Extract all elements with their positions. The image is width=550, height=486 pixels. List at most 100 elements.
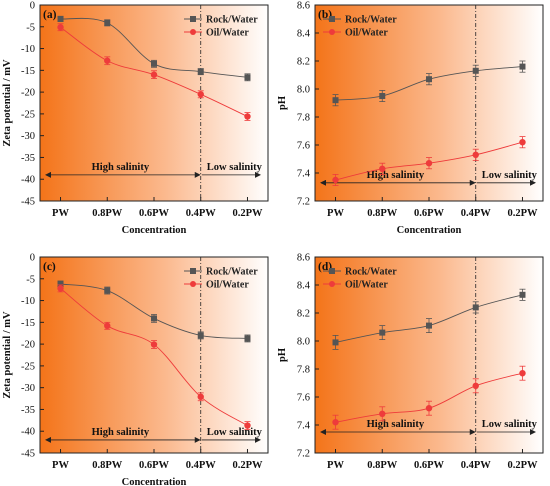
y-tick-label: 0 <box>30 1 35 12</box>
data-point-circle <box>519 370 526 377</box>
x-tick-label: 0.4PW <box>461 460 492 471</box>
data-point-circle <box>57 285 64 292</box>
data-point-circle <box>150 341 158 348</box>
legend-marker-circle <box>329 29 335 35</box>
plot-background <box>315 257 543 453</box>
data-point-square <box>197 332 204 339</box>
x-tick-label: 0.4PW <box>186 208 217 219</box>
data-point-circle <box>57 24 64 31</box>
y-axis-label: pH <box>277 348 288 362</box>
y-tick-label: 7.8 <box>297 365 310 376</box>
y-tick-label: -45 <box>21 449 35 460</box>
y-tick-label: 8.6 <box>297 253 310 264</box>
low-salinity-label: Low salinity <box>482 419 538 430</box>
data-point-square <box>332 97 339 104</box>
x-tick-label: 0.4PW <box>186 460 217 471</box>
data-point-circle <box>425 405 433 412</box>
panel-label: (b) <box>318 9 332 21</box>
data-point-square <box>151 315 157 322</box>
y-axis-label: Zeta potential / mV <box>2 311 13 399</box>
data-point-circle <box>332 419 339 426</box>
data-point-square <box>472 67 479 74</box>
x-axis-label: Concentration <box>122 225 187 236</box>
y-tick-label: 8.0 <box>297 85 310 96</box>
high-salinity-label: High salinity <box>92 162 150 173</box>
high-salinity-label: High salinity <box>367 170 425 181</box>
y-tick-label: -35 <box>21 405 35 416</box>
low-salinity-label: Low salinity <box>207 427 263 438</box>
chart-panel: 7.2 7.4 7.6 7.8 8.0 8.2 8.4 8.6 PW 0.8PW 0.6PW 0.4P… <box>277 1 544 236</box>
data-point-circle <box>104 57 111 64</box>
legend-label: Oil/Water <box>206 28 249 39</box>
y-tick-label: 7.2 <box>297 197 310 208</box>
data-point-square <box>244 74 251 81</box>
low-salinity-label: Low salinity <box>482 170 538 181</box>
y-tick-label: 7.6 <box>297 141 310 152</box>
legend-label: Oil/Water <box>345 28 388 39</box>
data-point-square <box>379 93 386 99</box>
legend-label: Rock/Water <box>345 15 397 26</box>
data-point-circle <box>519 139 526 146</box>
low-salinity-label: Low salinity <box>207 162 263 173</box>
legend-marker-square <box>329 268 335 274</box>
y-tick-label: -40 <box>21 175 35 186</box>
data-point-circle <box>379 165 386 172</box>
legend-marker-circle <box>190 281 196 287</box>
data-point-circle <box>425 160 433 167</box>
x-tick-label: 0.2PW <box>232 460 263 471</box>
chart-panel: 0 -5 -10 -15 -20 -25 -30 -35 -40 -45 PW 0.8PW 0.6PW 0… <box>2 253 269 486</box>
data-point-circle <box>150 71 158 78</box>
panel-label: (a) <box>43 9 57 21</box>
data-point-square <box>104 19 111 26</box>
y-tick-label: -45 <box>21 197 35 208</box>
data-point-circle <box>244 113 251 120</box>
legend-label: Oil/Water <box>345 280 388 291</box>
y-tick-label: 8.0 <box>297 337 310 348</box>
data-point-square <box>426 322 432 329</box>
x-tick-label: 0.6PW <box>414 208 445 219</box>
y-tick-label: -30 <box>21 131 35 142</box>
y-tick-label: -5 <box>26 274 35 285</box>
x-tick-label: 0.2PW <box>507 208 538 219</box>
x-tick-label: PW <box>327 208 344 219</box>
x-tick-label: 0.6PW <box>139 208 170 219</box>
panel-label: (c) <box>43 261 56 273</box>
y-tick-label: 0 <box>30 253 35 264</box>
x-tick-label: 0.8PW <box>367 208 398 219</box>
x-axis-label: Concentration <box>397 225 462 236</box>
data-point-circle <box>197 91 204 98</box>
data-point-circle <box>472 382 479 389</box>
x-axis-label: Concentration <box>122 477 187 486</box>
data-point-square <box>519 63 526 70</box>
data-point-square <box>104 287 111 294</box>
data-point-square <box>472 304 479 311</box>
data-point-square <box>426 76 432 83</box>
y-tick-label: 8.6 <box>297 1 310 12</box>
y-tick-label: 7.8 <box>297 113 310 124</box>
y-tick-label: -5 <box>26 22 35 33</box>
x-tick-label: PW <box>327 460 344 471</box>
y-axis-label: Zeta potential / mV <box>2 59 13 147</box>
x-tick-label: 0.8PW <box>92 208 123 219</box>
x-tick-label: PW <box>52 460 69 471</box>
x-tick-label: PW <box>52 208 69 219</box>
x-tick-label: 0.6PW <box>139 460 170 471</box>
y-tick-label: -20 <box>21 88 35 99</box>
legend-marker-square <box>190 268 196 274</box>
y-tick-label: -10 <box>21 296 35 307</box>
data-point-circle <box>332 176 339 184</box>
y-tick-label: -15 <box>21 66 35 77</box>
legend-label: Rock/Water <box>345 267 397 278</box>
y-tick-label: -40 <box>21 427 35 438</box>
data-point-square <box>244 335 251 342</box>
data-point-square <box>332 339 339 346</box>
data-point-square <box>519 291 526 298</box>
data-point-square <box>379 329 386 336</box>
data-point-square <box>151 60 157 67</box>
y-tick-label: -15 <box>21 318 35 329</box>
data-point-circle <box>472 151 479 158</box>
panel-label: (d) <box>318 261 332 273</box>
y-axis-label: pH <box>277 96 288 110</box>
x-tick-label: 0.2PW <box>232 208 263 219</box>
high-salinity-label: High salinity <box>367 419 425 430</box>
